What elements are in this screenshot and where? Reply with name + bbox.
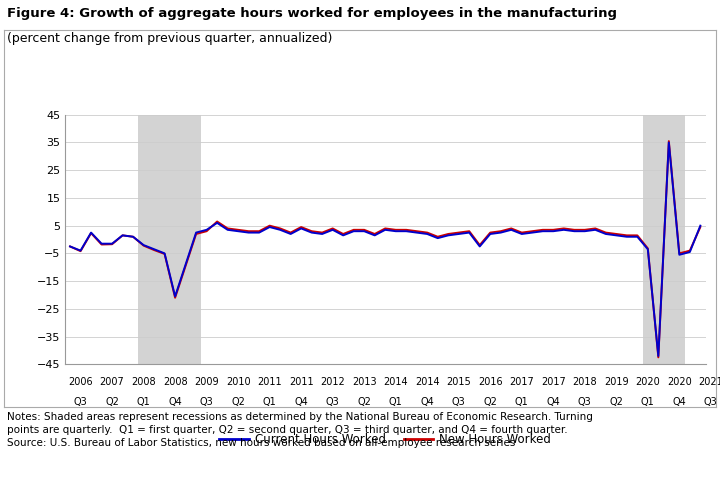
Legend: Current Hours Worked, New Hours Worked: Current Hours Worked, New Hours Worked <box>215 428 556 451</box>
Text: Q4: Q4 <box>546 397 560 407</box>
Text: 2010: 2010 <box>226 377 251 387</box>
Text: Q1: Q1 <box>137 397 150 407</box>
Text: 2006: 2006 <box>68 377 93 387</box>
Text: Q3: Q3 <box>704 397 718 407</box>
Text: Q2: Q2 <box>105 397 119 407</box>
Bar <box>138 115 202 364</box>
Text: 2011: 2011 <box>257 377 282 387</box>
Text: Q1: Q1 <box>389 397 402 407</box>
Text: Q3: Q3 <box>199 397 214 407</box>
Bar <box>642 115 685 364</box>
Text: 2012: 2012 <box>320 377 345 387</box>
Text: 2016: 2016 <box>478 377 503 387</box>
Text: Q3: Q3 <box>452 397 466 407</box>
Text: 2021: 2021 <box>698 377 720 387</box>
Text: Q1: Q1 <box>263 397 276 407</box>
Text: Q4: Q4 <box>294 397 308 407</box>
Text: Q2: Q2 <box>483 397 498 407</box>
Text: 2017: 2017 <box>509 377 534 387</box>
Text: 2020: 2020 <box>667 377 692 387</box>
Text: 2011: 2011 <box>289 377 313 387</box>
Text: 2008: 2008 <box>163 377 187 387</box>
Text: 2007: 2007 <box>99 377 125 387</box>
Text: Q3: Q3 <box>73 397 87 407</box>
Text: Q2: Q2 <box>357 397 371 407</box>
Text: Q3: Q3 <box>326 397 340 407</box>
Text: 2018: 2018 <box>572 377 597 387</box>
Text: Q1: Q1 <box>641 397 654 407</box>
Text: Q4: Q4 <box>420 397 434 407</box>
Text: 2014: 2014 <box>415 377 439 387</box>
Text: 2013: 2013 <box>352 377 377 387</box>
Text: 2014: 2014 <box>383 377 408 387</box>
Text: 2009: 2009 <box>194 377 219 387</box>
Text: Q4: Q4 <box>168 397 182 407</box>
Text: 2017: 2017 <box>541 377 566 387</box>
Text: (percent change from previous quarter, annualized): (percent change from previous quarter, a… <box>7 32 333 45</box>
Text: Q2: Q2 <box>231 397 245 407</box>
Text: 2020: 2020 <box>636 377 660 387</box>
Text: 2019: 2019 <box>604 377 629 387</box>
Text: 2015: 2015 <box>446 377 471 387</box>
Text: Q3: Q3 <box>578 397 592 407</box>
Text: Q4: Q4 <box>672 397 686 407</box>
Text: Figure 4: Growth of aggregate hours worked for employees in the manufacturing: Figure 4: Growth of aggregate hours work… <box>7 7 617 20</box>
Text: Q1: Q1 <box>515 397 528 407</box>
Text: 2008: 2008 <box>131 377 156 387</box>
Text: Q2: Q2 <box>609 397 624 407</box>
Text: Notes: Shaded areas represent recessions as determined by the National Bureau of: Notes: Shaded areas represent recessions… <box>7 412 593 448</box>
